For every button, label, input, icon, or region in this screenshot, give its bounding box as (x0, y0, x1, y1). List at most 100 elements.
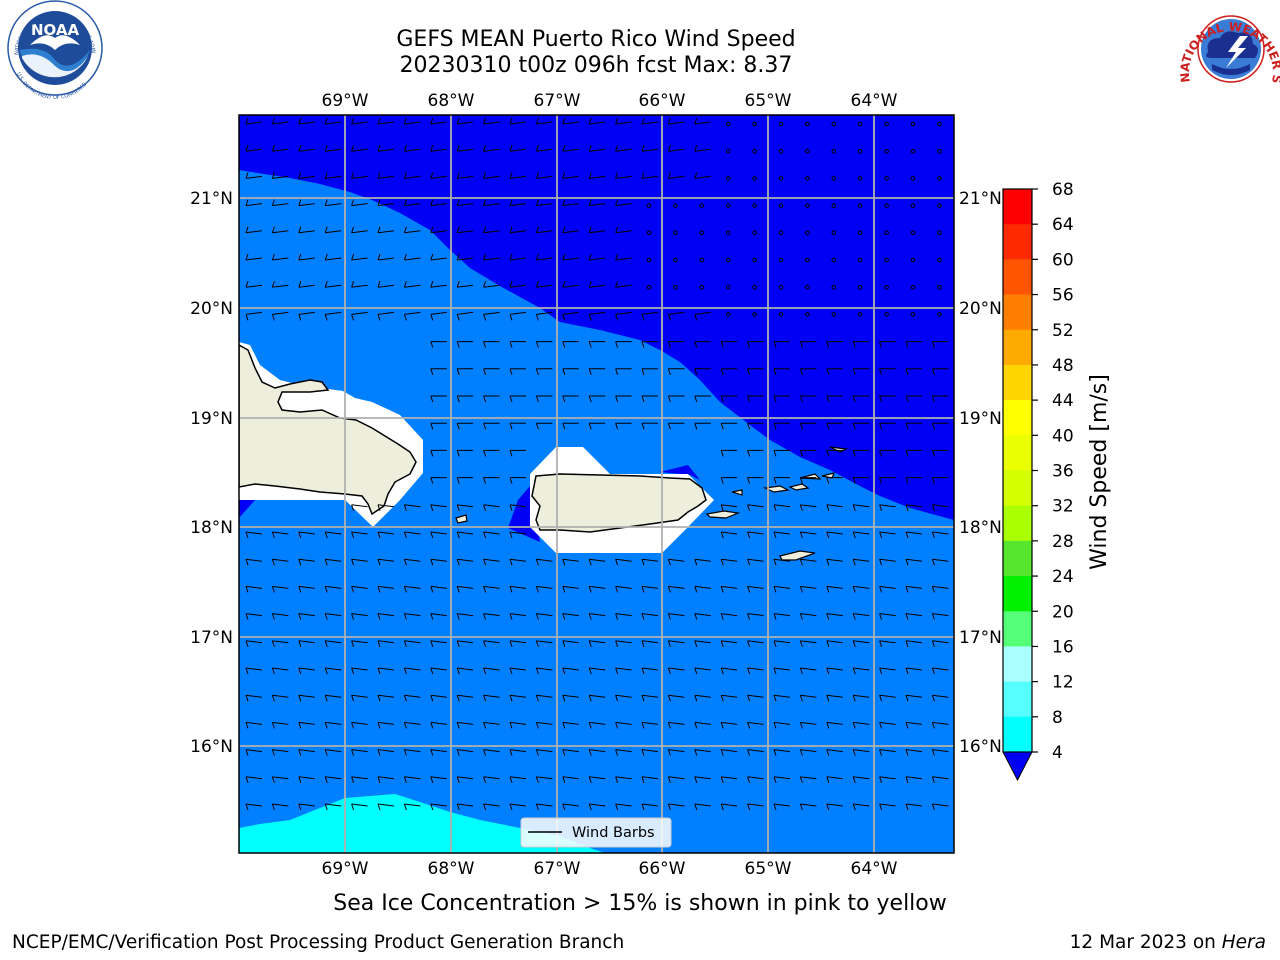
wind-barb (879, 449, 896, 457)
wind-barb (509, 531, 527, 539)
wind-barb (509, 694, 527, 702)
nws-ring-text: NATIONAL WEATHER SERVICE (0, 0, 1280, 84)
latitude-label: 20°N (959, 299, 1002, 319)
wind-barb (799, 504, 817, 511)
wind-barb (588, 422, 606, 430)
wind-barb (852, 667, 870, 675)
longitude-labels-bottom: 69°W 68°W 67°W 66°W 65°W 64°W (322, 859, 898, 879)
wind-barb (641, 558, 659, 566)
wind-barb (752, 148, 757, 154)
wind-barb (725, 148, 731, 154)
wind-barb (667, 749, 685, 756)
wind-barb (937, 176, 942, 181)
wind-barb (884, 230, 889, 236)
wind-barb (298, 721, 315, 729)
wind-barb (831, 176, 837, 181)
latitude-label: 18°N (190, 518, 233, 538)
wind-barb (641, 311, 659, 321)
wind-barb (298, 667, 315, 675)
wind-barb (271, 694, 289, 702)
wind-barb (673, 230, 678, 236)
wind-barb (773, 341, 790, 348)
wind-barb (615, 640, 632, 647)
colorbar-swatch (1003, 329, 1032, 366)
wind-barb (298, 253, 315, 261)
colorbar: 68 64 60 56 52 48 44 40 36 32 28 24 20 16 12 8 4 (1002, 180, 1074, 782)
wind-barb (588, 395, 606, 403)
wind-barb (298, 694, 315, 702)
wind-barb (615, 558, 632, 566)
wind-barb (509, 558, 527, 566)
colorbar-tick-label: 56 (1052, 286, 1074, 306)
wind-barb (910, 284, 916, 290)
wind-barb (271, 226, 289, 234)
wind-barb (403, 199, 421, 207)
wind-barb (430, 613, 447, 620)
latitude-label: 17°N (190, 628, 233, 648)
wind-barb (483, 172, 500, 179)
latitude-label: 21°N (959, 189, 1002, 209)
wind-barb (852, 449, 870, 457)
wind-barb (879, 749, 896, 756)
wind-barb (483, 585, 500, 593)
wind-barb (852, 776, 870, 783)
latitude-labels-right: 21°N 20°N 19°N 18°N 17°N 16°N (959, 189, 1002, 757)
wind-barb (667, 368, 685, 375)
wind-barb (905, 531, 923, 539)
colorbar-swatch (1003, 435, 1032, 471)
wind-barb (271, 749, 289, 756)
wind-barb (403, 776, 421, 783)
wind-barb (245, 803, 263, 811)
wind-barb (747, 721, 764, 729)
wind-barb (535, 199, 553, 207)
colorbar-tick-label: 8 (1052, 708, 1063, 728)
wind-barb (483, 694, 500, 702)
wind-barb (430, 145, 447, 152)
wind-barb (351, 172, 368, 179)
wind-barb (298, 640, 315, 647)
wind-barb (615, 117, 632, 125)
wind-barb (641, 422, 658, 430)
wind-barb (667, 613, 685, 620)
wind-barb (694, 613, 711, 620)
wind-barb (720, 776, 738, 783)
wind-barb (667, 694, 685, 702)
wind-barb (725, 176, 731, 181)
colorbar-swatch (1003, 681, 1032, 718)
wind-barb (694, 311, 711, 321)
land-island (821, 472, 835, 479)
wind-barb (377, 640, 395, 647)
wind-barb (562, 253, 579, 261)
latitude-label: 21°N (190, 189, 233, 209)
wind-barb (271, 721, 289, 729)
wind-barb (667, 585, 685, 593)
wind-barb (905, 694, 923, 702)
wind-barb (324, 803, 342, 811)
wind-barb (483, 226, 500, 234)
wind-barb (430, 558, 447, 566)
wind-barb (773, 558, 791, 566)
wind-barb (509, 422, 526, 430)
wind-barb (778, 176, 784, 181)
wind-barb (641, 395, 658, 403)
wind-barb (509, 226, 527, 234)
wind-barb (483, 395, 500, 403)
colorbar-swatch (1003, 576, 1032, 612)
wind-barb (483, 117, 500, 125)
wind-barb (509, 117, 527, 125)
wind-barb (826, 721, 843, 729)
ocean-dark-patch (660, 465, 700, 480)
wind-barb (852, 477, 870, 484)
colorbar-tick-label: 36 (1052, 462, 1074, 482)
wind-barb (852, 422, 870, 430)
latitude-label: 17°N (959, 628, 1002, 648)
wind-barb (271, 199, 289, 207)
wind-barb (826, 613, 843, 620)
wind-barb (298, 613, 315, 620)
colorbar-label: Wind Speed [m/s] (1087, 374, 1112, 570)
wind-barb (778, 284, 784, 290)
wind-barb (298, 199, 315, 207)
wind-barb (747, 558, 764, 566)
wind-barb (905, 776, 923, 783)
wind-barb (245, 199, 263, 207)
